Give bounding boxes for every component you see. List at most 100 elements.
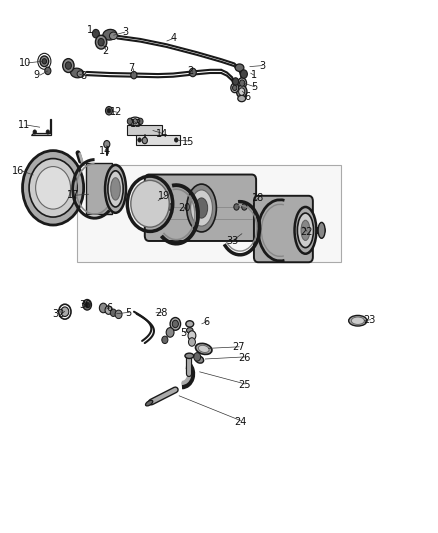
Circle shape <box>98 38 104 46</box>
Ellipse shape <box>349 316 367 326</box>
Text: 28: 28 <box>155 308 168 318</box>
Circle shape <box>92 29 99 38</box>
Text: 25: 25 <box>238 379 251 390</box>
Ellipse shape <box>187 328 193 333</box>
Circle shape <box>240 80 245 86</box>
Circle shape <box>188 331 196 341</box>
Text: 30: 30 <box>80 300 92 310</box>
Ellipse shape <box>195 198 208 218</box>
Circle shape <box>239 88 245 95</box>
Text: 26: 26 <box>238 353 251 363</box>
Ellipse shape <box>110 32 117 39</box>
Text: 7: 7 <box>128 63 135 73</box>
Polygon shape <box>77 165 341 262</box>
Circle shape <box>142 138 148 144</box>
Polygon shape <box>31 119 51 135</box>
Text: 1: 1 <box>87 25 93 35</box>
Circle shape <box>83 300 92 310</box>
Ellipse shape <box>294 207 316 254</box>
Text: 1: 1 <box>251 70 257 80</box>
Text: 19: 19 <box>158 191 170 201</box>
Text: 32: 32 <box>53 309 65 319</box>
Text: 13: 13 <box>130 119 142 129</box>
Text: 2: 2 <box>102 46 109 56</box>
Ellipse shape <box>191 190 212 226</box>
Text: 33: 33 <box>226 236 238 246</box>
Ellipse shape <box>318 222 325 238</box>
Circle shape <box>233 78 239 85</box>
Circle shape <box>194 353 201 361</box>
Bar <box>127 125 162 135</box>
Text: 14: 14 <box>156 128 168 139</box>
Circle shape <box>63 59 74 72</box>
Ellipse shape <box>187 184 216 232</box>
Text: 5: 5 <box>180 328 186 338</box>
Ellipse shape <box>186 321 194 327</box>
Text: 5: 5 <box>126 308 132 318</box>
Circle shape <box>238 78 247 88</box>
Text: 3: 3 <box>122 27 128 37</box>
Text: 15: 15 <box>182 136 194 147</box>
Circle shape <box>29 159 77 217</box>
Circle shape <box>104 141 110 148</box>
Circle shape <box>35 166 71 209</box>
Bar <box>86 164 112 214</box>
Circle shape <box>105 306 112 314</box>
Circle shape <box>22 151 84 225</box>
Circle shape <box>138 138 141 142</box>
Ellipse shape <box>103 29 117 40</box>
Text: 24: 24 <box>234 417 246 427</box>
Text: 27: 27 <box>233 342 245 352</box>
Circle shape <box>33 130 36 134</box>
Ellipse shape <box>238 95 246 102</box>
Ellipse shape <box>351 317 364 325</box>
Ellipse shape <box>108 171 123 207</box>
Text: 16: 16 <box>12 166 24 176</box>
Circle shape <box>46 130 49 134</box>
Bar <box>136 135 180 146</box>
Ellipse shape <box>301 220 310 240</box>
Ellipse shape <box>77 71 84 77</box>
FancyBboxPatch shape <box>254 196 313 262</box>
Circle shape <box>40 56 49 67</box>
Circle shape <box>106 107 113 115</box>
Ellipse shape <box>297 213 314 248</box>
Text: 12: 12 <box>110 107 123 117</box>
Circle shape <box>138 118 143 125</box>
Circle shape <box>237 85 247 98</box>
Text: 20: 20 <box>178 203 190 213</box>
Circle shape <box>131 180 169 227</box>
Circle shape <box>115 310 122 319</box>
Text: 6: 6 <box>204 317 210 327</box>
Ellipse shape <box>195 356 204 363</box>
Circle shape <box>166 328 174 337</box>
Text: 3: 3 <box>260 61 266 71</box>
Ellipse shape <box>105 165 126 213</box>
Ellipse shape <box>145 400 153 406</box>
Circle shape <box>174 138 178 142</box>
Circle shape <box>110 309 117 317</box>
Text: 4: 4 <box>170 33 176 43</box>
Circle shape <box>167 204 173 210</box>
Circle shape <box>242 204 247 210</box>
FancyBboxPatch shape <box>145 174 256 241</box>
Ellipse shape <box>195 343 212 354</box>
Text: 9: 9 <box>33 70 39 80</box>
Text: 11: 11 <box>18 120 30 130</box>
Circle shape <box>45 67 51 75</box>
Text: 6: 6 <box>106 303 112 313</box>
Circle shape <box>107 109 111 113</box>
Text: 10: 10 <box>18 58 31 68</box>
Text: 22: 22 <box>300 227 313 237</box>
Text: 2: 2 <box>187 66 194 76</box>
Circle shape <box>61 307 69 317</box>
Text: 17: 17 <box>67 190 79 200</box>
Circle shape <box>231 83 239 93</box>
Circle shape <box>131 71 137 79</box>
Ellipse shape <box>71 68 84 78</box>
Circle shape <box>188 338 195 346</box>
Circle shape <box>99 303 107 313</box>
Circle shape <box>85 302 89 308</box>
Ellipse shape <box>235 64 244 71</box>
Ellipse shape <box>185 353 194 359</box>
